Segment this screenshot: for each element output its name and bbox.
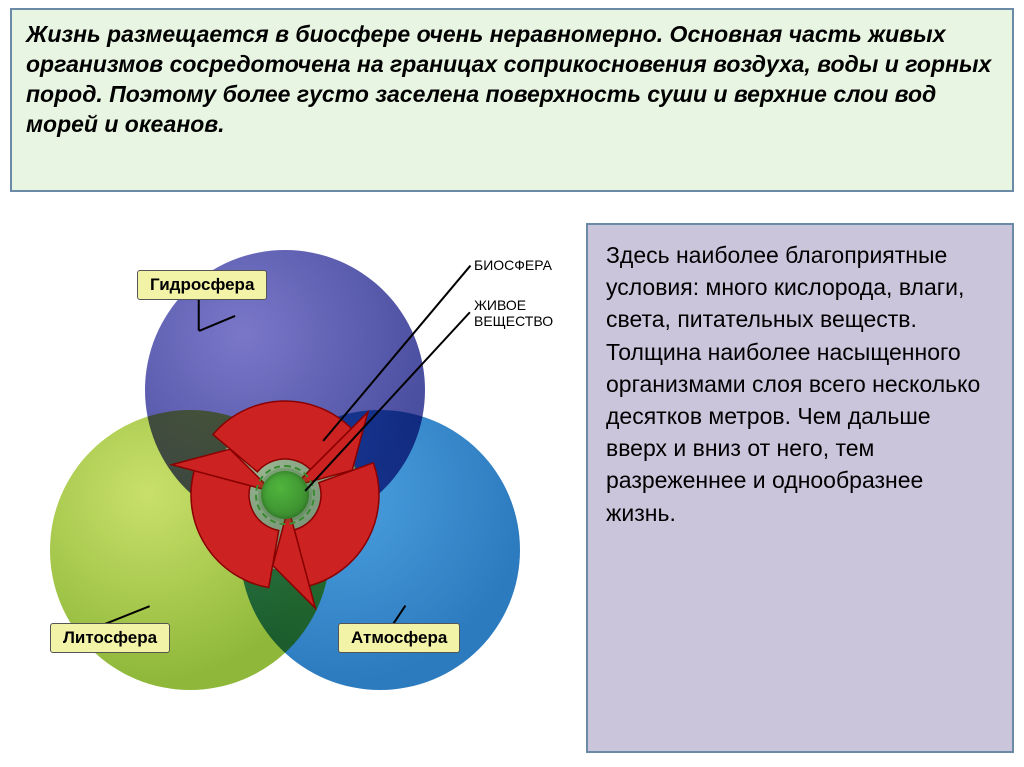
living-matter-callout: ЖИВОЕВЕЩЕСТВО [474, 297, 553, 329]
top-panel-text: Жизнь размещается в биосфере очень нерав… [26, 21, 991, 137]
atmosphere-label: Атмосфера [338, 623, 460, 653]
hydro-leader-1 [198, 299, 200, 331]
right-info-panel: Здесь наиболее благоприятные условия: мн… [586, 223, 1014, 753]
living-matter-core [261, 471, 309, 519]
hydrosphere-label: Гидросфера [137, 270, 267, 300]
lithosphere-label: Литосфера [50, 623, 170, 653]
venn-diagram: Гидросфера Литосфера Атмосфера БИОСФЕРА … [0, 205, 580, 755]
right-panel-text: Здесь наиболее благоприятные условия: мн… [606, 242, 980, 526]
top-info-panel: Жизнь размещается в биосфере очень нерав… [10, 8, 1014, 192]
biosphere-callout: БИОСФЕРА [474, 257, 552, 273]
